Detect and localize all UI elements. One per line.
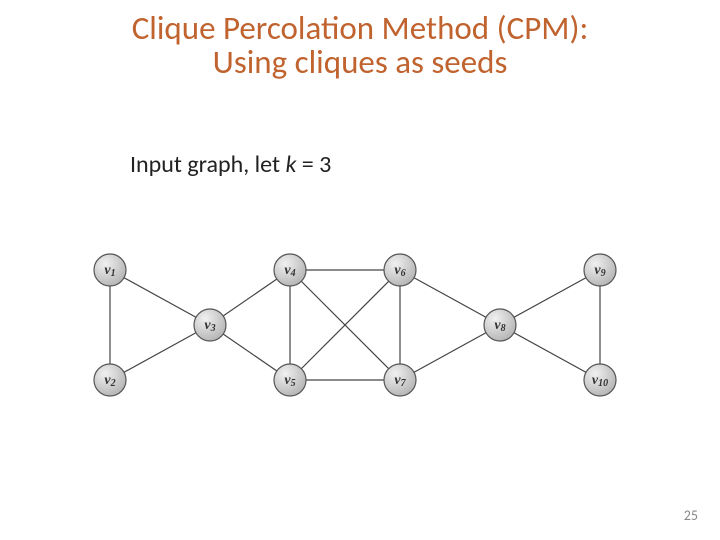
graph-node: v4 xyxy=(274,254,306,286)
graph-edge xyxy=(110,325,210,380)
title-line-2: Using cliques as seeds xyxy=(0,42,720,82)
graph-edge xyxy=(400,325,500,380)
graph-node: v8 xyxy=(484,309,516,341)
nodes-layer: v1 v2 v3 v4 v5 v6 v7 v8 v9 v10 xyxy=(94,254,616,396)
subtitle-prefix: Input graph, let xyxy=(130,150,285,179)
page-number: 25 xyxy=(684,507,698,524)
subtitle-k: k xyxy=(285,150,296,179)
graph-node: v9 xyxy=(584,254,616,286)
graph-node: v5 xyxy=(274,364,306,396)
graph-node: v1 xyxy=(94,254,126,286)
graph-node: v3 xyxy=(194,309,226,341)
subtitle-suffix: = 3 xyxy=(296,150,331,179)
graph-edge xyxy=(500,270,600,325)
slide-title: Clique Percolation Method (CPM): Using c… xyxy=(0,0,720,82)
graph-node: v7 xyxy=(384,364,416,396)
subtitle-text: Input graph, let k = 3 xyxy=(130,150,331,179)
graph-node: v2 xyxy=(94,364,126,396)
graph-edge xyxy=(400,270,500,325)
graph-svg: v1 v2 v3 v4 v5 v6 v7 v8 v9 v10 xyxy=(70,240,650,410)
edges-layer xyxy=(110,270,600,380)
graph-edge xyxy=(110,270,210,325)
graph-node: v10 xyxy=(584,364,616,396)
graph-node: v6 xyxy=(384,254,416,286)
graph-diagram: v1 v2 v3 v4 v5 v6 v7 v8 v9 v10 xyxy=(70,240,650,410)
graph-edge xyxy=(500,325,600,380)
